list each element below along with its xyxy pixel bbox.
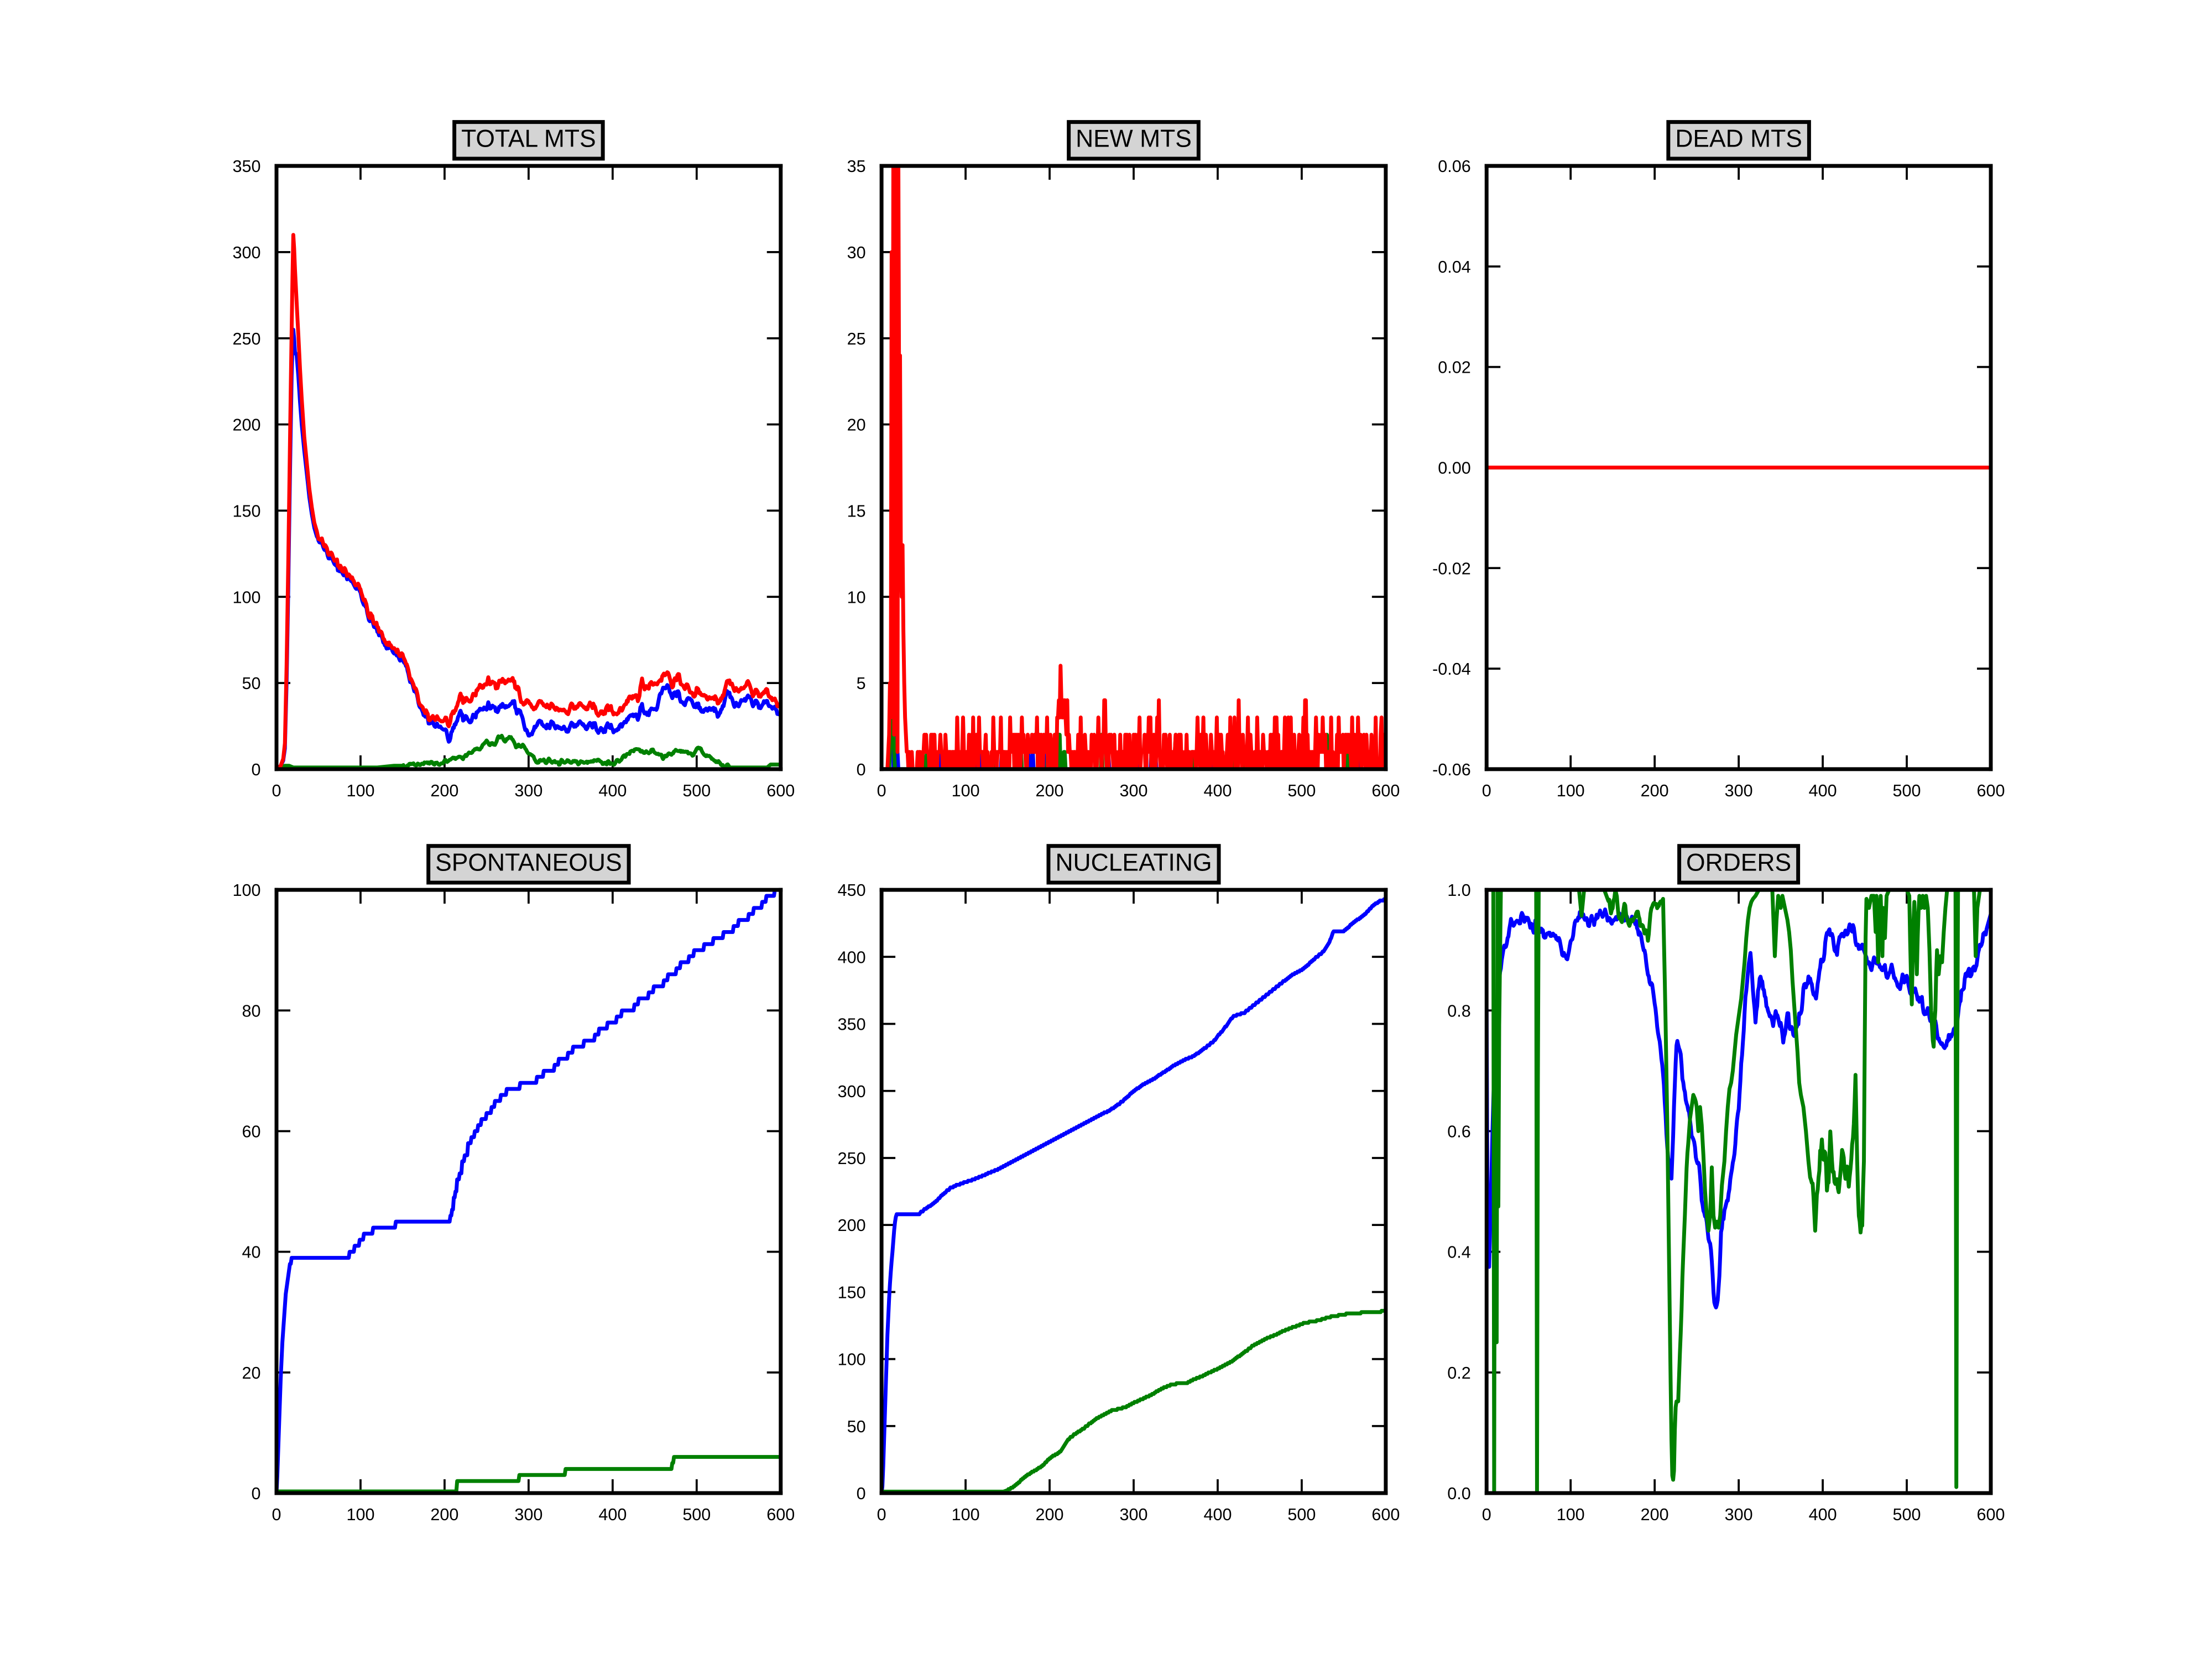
svg-text:300: 300 [1120, 781, 1148, 800]
svg-text:500: 500 [1287, 1505, 1316, 1524]
svg-text:0: 0 [1482, 781, 1491, 800]
svg-text:0: 0 [877, 781, 886, 800]
svg-text:0.02: 0.02 [1438, 358, 1470, 377]
svg-text:1.0: 1.0 [1447, 881, 1470, 900]
svg-text:600: 600 [1977, 781, 2005, 800]
svg-text:100: 100 [952, 1505, 980, 1524]
svg-text:20: 20 [847, 416, 866, 435]
svg-text:350: 350 [233, 157, 261, 176]
svg-text:200: 200 [1036, 781, 1064, 800]
svg-text:ORDERS: ORDERS [1686, 849, 1791, 876]
svg-text:-0.04: -0.04 [1432, 660, 1471, 679]
svg-text:0.00: 0.00 [1438, 459, 1470, 478]
svg-text:600: 600 [1371, 781, 1400, 800]
svg-text:400: 400 [1809, 781, 1837, 800]
svg-text:600: 600 [1371, 1505, 1400, 1524]
svg-text:500: 500 [682, 1505, 711, 1524]
svg-text:300: 300 [1725, 1505, 1753, 1524]
svg-text:200: 200 [430, 1505, 458, 1524]
svg-text:100: 100 [346, 1505, 374, 1524]
svg-text:0: 0 [272, 781, 281, 800]
svg-text:100: 100 [1557, 1505, 1585, 1524]
svg-text:300: 300 [514, 1505, 542, 1524]
svg-text:NEW MTS: NEW MTS [1076, 125, 1192, 152]
svg-text:0: 0 [1482, 1505, 1491, 1524]
svg-text:50: 50 [847, 1417, 866, 1436]
svg-text:400: 400 [1203, 781, 1232, 800]
svg-text:40: 40 [242, 1243, 261, 1262]
svg-text:100: 100 [233, 588, 261, 607]
svg-text:0: 0 [252, 760, 261, 779]
svg-text:450: 450 [838, 881, 866, 900]
svg-text:60: 60 [242, 1123, 261, 1141]
svg-text:0.0: 0.0 [1447, 1484, 1470, 1503]
svg-text:100: 100 [346, 781, 374, 800]
svg-text:500: 500 [1893, 1505, 1921, 1524]
svg-text:500: 500 [682, 781, 711, 800]
svg-text:0.8: 0.8 [1447, 1001, 1470, 1020]
svg-text:25: 25 [847, 330, 866, 348]
svg-text:400: 400 [1203, 1505, 1232, 1524]
svg-text:0.04: 0.04 [1438, 258, 1470, 276]
svg-text:0.2: 0.2 [1447, 1364, 1470, 1383]
svg-text:5: 5 [857, 674, 866, 693]
svg-text:30: 30 [847, 243, 866, 262]
svg-text:300: 300 [1120, 1505, 1148, 1524]
svg-text:400: 400 [598, 781, 627, 800]
svg-text:350: 350 [838, 1015, 866, 1034]
svg-text:0: 0 [877, 1505, 886, 1524]
svg-text:-0.02: -0.02 [1432, 559, 1471, 578]
svg-text:20: 20 [242, 1364, 261, 1383]
svg-text:600: 600 [1977, 1505, 2005, 1524]
svg-text:400: 400 [598, 1505, 627, 1524]
svg-text:10: 10 [847, 588, 866, 607]
svg-text:35: 35 [847, 157, 866, 176]
svg-text:80: 80 [242, 1001, 261, 1020]
svg-text:0: 0 [252, 1484, 261, 1503]
svg-text:500: 500 [1287, 781, 1316, 800]
svg-text:200: 200 [838, 1216, 866, 1235]
svg-text:400: 400 [1809, 1505, 1837, 1524]
svg-text:0.06: 0.06 [1438, 157, 1470, 176]
svg-text:300: 300 [1725, 781, 1753, 800]
svg-text:300: 300 [838, 1082, 866, 1101]
svg-text:200: 200 [233, 416, 261, 435]
svg-text:0: 0 [857, 1484, 866, 1503]
svg-text:200: 200 [430, 781, 458, 800]
svg-text:100: 100 [838, 1350, 866, 1369]
svg-text:50: 50 [242, 674, 261, 693]
svg-text:150: 150 [233, 502, 261, 520]
svg-text:DEAD MTS: DEAD MTS [1675, 125, 1802, 152]
svg-text:100: 100 [952, 781, 980, 800]
svg-text:0.6: 0.6 [1447, 1123, 1470, 1141]
svg-text:NUCLEATING: NUCLEATING [1055, 849, 1212, 876]
svg-text:300: 300 [514, 781, 542, 800]
svg-text:400: 400 [838, 948, 866, 967]
svg-text:TOTAL MTS: TOTAL MTS [461, 125, 596, 152]
svg-text:150: 150 [838, 1283, 866, 1302]
svg-text:15: 15 [847, 502, 866, 520]
svg-text:100: 100 [1557, 781, 1585, 800]
svg-text:600: 600 [766, 1505, 795, 1524]
svg-text:200: 200 [1036, 1505, 1064, 1524]
svg-text:300: 300 [233, 243, 261, 262]
svg-text:600: 600 [766, 781, 795, 800]
svg-text:0: 0 [857, 760, 866, 779]
svg-text:200: 200 [1641, 1505, 1669, 1524]
svg-text:200: 200 [1641, 781, 1669, 800]
svg-text:SPONTANEOUS: SPONTANEOUS [435, 849, 622, 876]
svg-text:500: 500 [1893, 781, 1921, 800]
svg-text:250: 250 [233, 330, 261, 348]
svg-text:0: 0 [272, 1505, 281, 1524]
svg-text:250: 250 [838, 1149, 866, 1168]
svg-text:0.4: 0.4 [1447, 1243, 1470, 1262]
svg-text:100: 100 [233, 881, 261, 900]
svg-text:-0.06: -0.06 [1432, 760, 1471, 779]
